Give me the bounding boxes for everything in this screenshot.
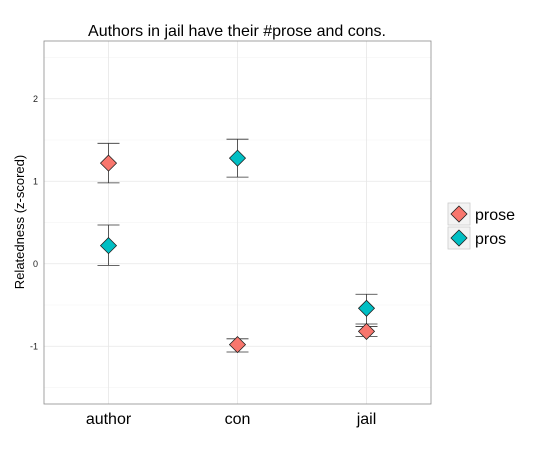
legend-label: pros [475,231,506,248]
y-tick-label: 0 [33,259,38,269]
data-point-pros [99,237,118,255]
legend: prose pros [447,202,515,250]
data-point-prose [99,154,118,172]
y-tick-label: 2 [33,94,38,104]
y-axis-label: Relatedness (z-scored) [12,155,27,289]
data-point-pros [228,149,247,167]
x-tick-label: author [86,411,132,428]
data-point-prose [228,336,247,354]
data-point-pros [357,299,376,317]
plot-panel: -1 0 1 2 author con jail [30,40,432,428]
plot-border [43,40,432,405]
x-tick-label: con [225,411,251,428]
y-tick-label: 1 [33,176,38,186]
x-tick-label: jail [356,411,377,428]
y-tick-label: -1 [30,341,38,351]
data-point-prose [357,322,376,340]
legend-label: prose [475,207,515,224]
legend-marker-pros [450,229,468,247]
chart-title: Authors in jail have their #prose and co… [88,23,386,40]
legend-marker-prose [450,205,468,223]
